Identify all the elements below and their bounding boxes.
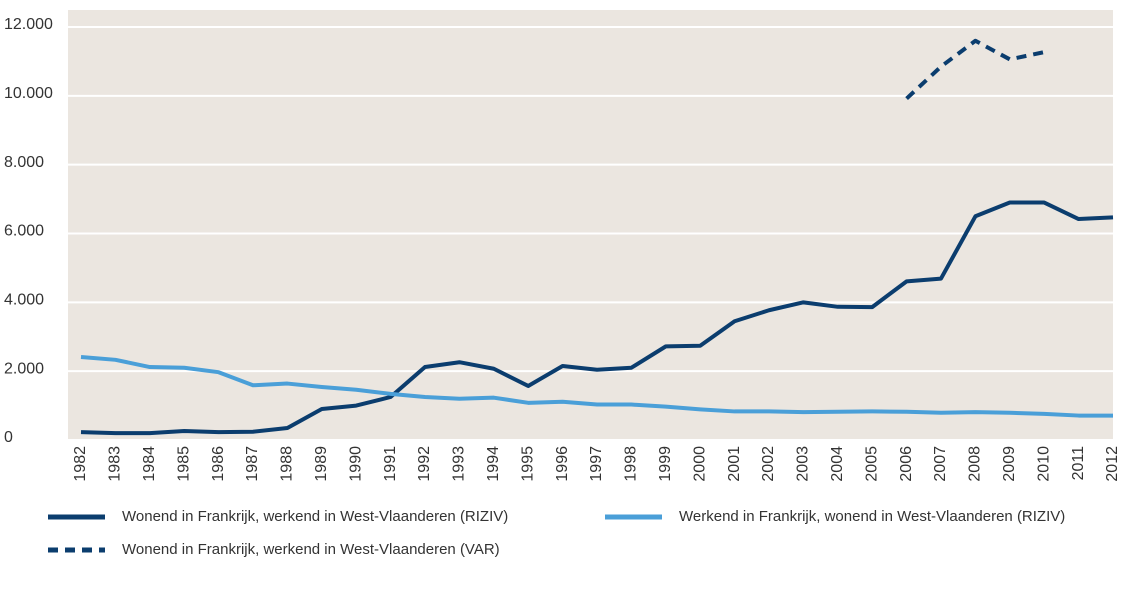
y-tick-label: 0 (4, 429, 13, 446)
x-tick-label: 1982 (72, 446, 89, 482)
y-tick-label: 10.000 (4, 85, 53, 102)
x-tick-label: 2001 (726, 446, 743, 482)
legend-label: Wonend in Frankrijk, werkend in West-Vla… (122, 541, 500, 558)
x-tick-label: 2002 (760, 446, 777, 482)
series-line (905, 38, 1045, 101)
y-tick-label: 12.000 (4, 16, 53, 33)
x-tick-label: 1984 (141, 446, 158, 482)
x-tick-label: 1993 (451, 446, 468, 482)
y-tick-label: 6.000 (4, 223, 44, 240)
x-tick-label: 2004 (829, 446, 846, 482)
x-tick-label: 2008 (967, 446, 984, 482)
y-tick-label: 8.000 (4, 154, 44, 171)
x-tick-label: 2009 (1001, 446, 1018, 482)
x-tick-label: 1986 (210, 446, 227, 482)
x-tick-label: 2003 (795, 446, 812, 482)
x-tick-label: 1992 (416, 446, 433, 482)
legend-label: Werkend in Frankrijk, wonend in West-Vla… (679, 508, 1065, 525)
x-tick-label: 1997 (588, 446, 605, 482)
x-tick-label: 1996 (554, 446, 571, 482)
y-tick-label: 4.000 (4, 292, 44, 309)
x-tick-label: 1999 (657, 446, 674, 482)
x-tick-label: 1994 (485, 446, 502, 482)
legend-label: Wonend in Frankrijk, werkend in West-Vla… (122, 508, 508, 525)
x-tick-label: 2005 (863, 446, 880, 482)
x-tick-label: 2010 (1035, 446, 1052, 482)
series-line (80, 355, 1113, 418)
y-tick-label: 2.000 (4, 360, 44, 377)
x-tick-label: 1983 (107, 446, 124, 482)
series-line (80, 200, 1114, 436)
x-tick-label: 2006 (898, 446, 915, 482)
x-tick-label: 2000 (691, 446, 708, 482)
x-tick-label: 1995 (519, 446, 536, 482)
x-tick-label: 2012 (1104, 446, 1121, 482)
x-tick-label: 1998 (623, 446, 640, 482)
x-tick-label: 1989 (313, 446, 330, 482)
x-tick-label: 1985 (175, 446, 192, 482)
x-tick-label: 1990 (347, 446, 364, 482)
x-tick-label: 2011 (1070, 446, 1087, 481)
x-tick-label: 2007 (932, 446, 949, 482)
x-tick-label: 1991 (382, 446, 399, 482)
x-tick-label: 1988 (279, 446, 296, 482)
x-tick-label: 1987 (244, 446, 261, 482)
